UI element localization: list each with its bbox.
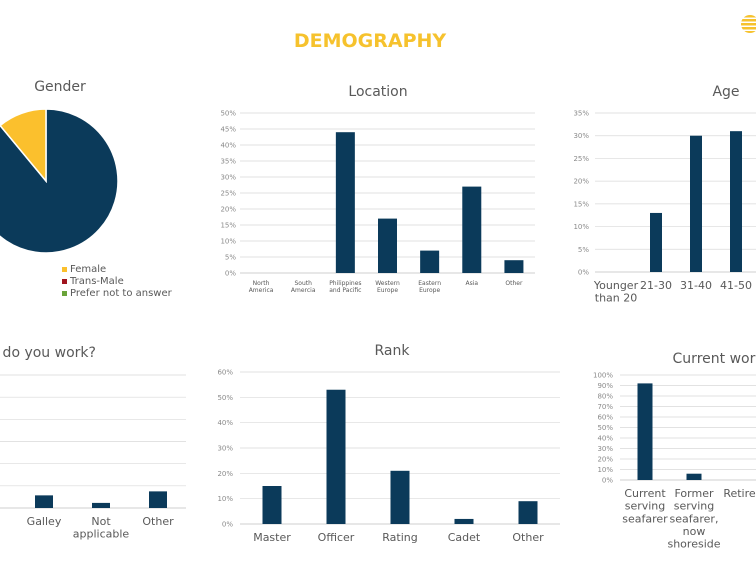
age-ytick: 0% — [578, 269, 589, 277]
workplace-bar — [35, 495, 53, 508]
location-category-label: Asia — [465, 280, 478, 287]
workplace-title: re do you work? — [0, 345, 96, 361]
rank-category-label: Master — [253, 531, 291, 544]
age-category-label: 31-40 — [680, 279, 712, 292]
location-bar — [420, 250, 440, 273]
location-ytick: 0% — [225, 270, 236, 278]
rank-title: Rank — [375, 343, 411, 359]
location-category-label: South Amercia — [291, 280, 316, 294]
current_work-ytick: 30% — [597, 445, 613, 453]
legend-item: Female — [62, 264, 172, 276]
age-category-label: Younger than 20 — [593, 279, 639, 305]
rank-bar — [390, 470, 410, 524]
location-ytick: 15% — [220, 222, 236, 230]
rank-category-label: Other — [512, 531, 544, 544]
age-bar — [650, 212, 662, 272]
current_work-ytick: 70% — [597, 403, 613, 411]
workplace-bar — [92, 502, 110, 508]
rank-category-label: Officer — [318, 531, 355, 544]
rank-ytick: 20% — [217, 470, 233, 478]
age-ytick: 15% — [573, 200, 589, 208]
workplace-category-label: Not applicable — [73, 515, 130, 541]
current_work-ytick: 40% — [597, 435, 613, 443]
current_work-ytick: 10% — [597, 466, 613, 474]
page-title: DEMOGRAPHY — [293, 30, 447, 52]
age-bar — [690, 135, 702, 272]
legend-label: Trans-Male — [70, 276, 124, 287]
current_work-ytick: 80% — [597, 393, 613, 401]
legend-swatch — [62, 266, 67, 272]
age-ytick: 20% — [573, 178, 589, 186]
rank-bar — [326, 389, 346, 524]
current_work-category-label: Current serving seafarer — [622, 487, 668, 525]
workplace-category-label: Galley — [27, 515, 62, 528]
location-ytick: 10% — [220, 238, 236, 246]
gender-title: Gender — [34, 79, 86, 95]
location-category-label: Philippines and Pacific — [329, 280, 361, 294]
location-ytick: 50% — [220, 110, 236, 118]
current_work-ytick: 60% — [597, 414, 613, 422]
location-bar — [335, 132, 355, 273]
age-ytick: 35% — [573, 110, 589, 118]
rank-ytick: 40% — [217, 419, 233, 427]
legend-swatch — [62, 278, 67, 284]
current_work-ytick: 0% — [602, 477, 613, 485]
current_work-ytick: 100% — [593, 372, 613, 380]
legend-swatch — [62, 290, 67, 296]
location-ytick: 30% — [220, 174, 236, 182]
age-category-label: 41-50 — [720, 279, 752, 292]
rank-ytick: 60% — [217, 369, 233, 377]
age-ytick: 30% — [573, 132, 589, 140]
current_work-ytick: 50% — [597, 424, 613, 432]
rank-category-label: Rating — [382, 531, 417, 544]
rank-ytick: 0% — [222, 521, 233, 529]
location-category-label: North America — [249, 280, 274, 294]
current_work-category-label: Former serving seafarer, now shoreside — [667, 487, 720, 551]
gender-legend: Female Trans-Male Prefer not to answer — [62, 264, 172, 300]
rank-bar — [454, 518, 474, 524]
workplace-bar — [149, 491, 167, 508]
current_work-bar — [686, 473, 702, 480]
pie-slice — [0, 108, 119, 254]
age-title: Age — [712, 84, 739, 100]
workplace-category-label: Other — [142, 515, 174, 528]
age-ytick: 25% — [573, 155, 589, 163]
legend-label: Prefer not to answer — [70, 288, 172, 299]
location-ytick: 40% — [220, 142, 236, 150]
location-bar — [462, 186, 482, 273]
current_work-ytick: 90% — [597, 382, 613, 390]
rank-bar — [518, 501, 538, 524]
rank-ytick: 30% — [217, 445, 233, 453]
current_work-category-label: Retired — [723, 487, 756, 500]
location-category-label: Other — [505, 280, 523, 287]
rank-bar — [262, 486, 282, 524]
current_work-title: Current work — [673, 351, 756, 367]
current_work-bar — [637, 383, 653, 480]
rank-ytick: 10% — [217, 495, 233, 503]
location-ytick: 35% — [220, 158, 236, 166]
legend-item: Prefer not to answer — [62, 288, 172, 300]
location-category-label: Western Europe — [375, 280, 400, 294]
rank-ytick: 50% — [217, 394, 233, 402]
pie-slice-female — [0, 108, 47, 184]
age-category-label: 21-30 — [640, 279, 672, 292]
location-ytick: 45% — [220, 126, 236, 134]
location-ytick: 25% — [220, 190, 236, 198]
age-ytick: 10% — [573, 223, 589, 231]
legend-item: Trans-Male — [62, 276, 172, 288]
age-ytick: 5% — [578, 246, 589, 254]
logo-icon — [741, 15, 756, 33]
location-bar — [504, 260, 524, 273]
location-title: Location — [348, 84, 407, 100]
location-bar — [378, 218, 397, 273]
location-ytick: 5% — [225, 254, 236, 262]
legend-label: Female — [70, 264, 107, 275]
age-bar — [730, 131, 742, 272]
current_work-ytick: 20% — [597, 456, 613, 464]
rank-category-label: Cadet — [448, 531, 481, 544]
location-category-label: Eastern Europe — [418, 280, 441, 294]
location-ytick: 20% — [220, 206, 236, 214]
